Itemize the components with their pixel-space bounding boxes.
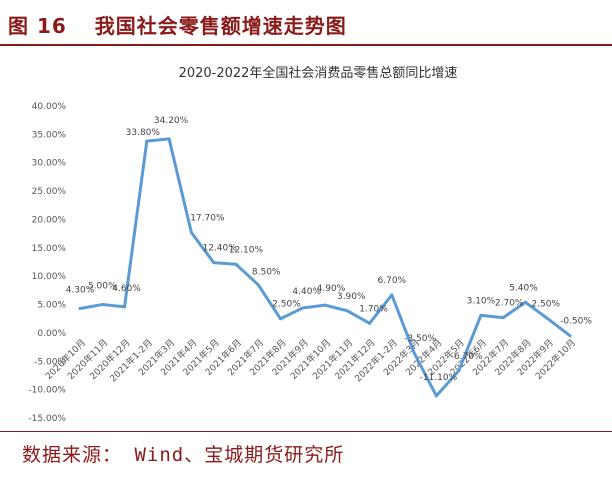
y-tick-label: 40.00% bbox=[32, 102, 67, 112]
y-axis: 40.00% 35.00% 30.00% 25.00% 20.00% 15.00% 10.0… bbox=[28, 102, 66, 424]
data-point bbox=[345, 309, 349, 313]
y-tick-label: -5.00% bbox=[34, 357, 66, 367]
data-point bbox=[256, 283, 260, 287]
chart-title: 2020-2022年全国社会消费品零售总额同比增速 bbox=[179, 65, 458, 81]
data-point bbox=[434, 394, 438, 398]
source-rule bbox=[0, 431, 612, 432]
data-point bbox=[323, 303, 327, 307]
data-label: 12.10% bbox=[229, 245, 264, 255]
data-point bbox=[212, 261, 216, 265]
data-label: -3.50% bbox=[404, 334, 436, 344]
data-label: 2.70% bbox=[495, 299, 524, 309]
data-point bbox=[145, 139, 149, 143]
data-point bbox=[457, 369, 461, 373]
data-point bbox=[78, 307, 82, 311]
source-note: 数据来源： Wind、宝城期货研究所 bbox=[22, 444, 345, 466]
y-tick-label: 15.00% bbox=[32, 244, 67, 254]
data-label: 17.70% bbox=[190, 214, 225, 224]
data-labels: 4.30%5.00%4.60%33.80%34.20%17.70%12.40%1… bbox=[66, 116, 593, 383]
line-chart: 2020-2022年全国社会消费品零售总额同比增速 40.00% 35.00% 30… bbox=[28, 65, 593, 424]
y-tick-label: -15.00% bbox=[28, 414, 66, 424]
data-point bbox=[390, 293, 394, 297]
data-point bbox=[501, 316, 505, 320]
y-tick-label: 30.00% bbox=[32, 159, 67, 169]
y-tick-label: 5.00% bbox=[37, 301, 66, 311]
data-point bbox=[523, 300, 527, 304]
figure-number: 图 16 bbox=[8, 14, 67, 38]
data-label: 4.60% bbox=[112, 284, 141, 294]
data-point bbox=[301, 306, 305, 310]
y-tick-label: 20.00% bbox=[32, 215, 67, 225]
y-tick-label: 25.00% bbox=[32, 187, 67, 197]
data-label: 1.70% bbox=[359, 304, 388, 314]
y-tick-label: -10.00% bbox=[28, 386, 66, 396]
data-label: 12.40% bbox=[202, 244, 237, 254]
data-label: 2.50% bbox=[272, 300, 301, 310]
data-point bbox=[368, 321, 372, 325]
data-point bbox=[189, 231, 193, 235]
figure-title-text: 我国社会零售额增速走势图 bbox=[94, 14, 347, 38]
data-label: 34.20% bbox=[154, 116, 189, 126]
data-label: -0.50% bbox=[560, 317, 592, 327]
data-point bbox=[278, 317, 282, 321]
data-point bbox=[412, 351, 416, 355]
data-label: 6.70% bbox=[378, 276, 407, 286]
y-tick-label: 35.00% bbox=[32, 130, 67, 140]
data-label: -11.10% bbox=[420, 373, 458, 383]
series-line-group bbox=[78, 137, 572, 398]
data-label: 3.90% bbox=[337, 292, 366, 302]
title-rule bbox=[0, 44, 612, 46]
data-label: 4.90% bbox=[317, 284, 346, 294]
data-label: 8.50% bbox=[252, 268, 281, 278]
data-label: 4.40% bbox=[292, 287, 321, 297]
y-tick-label: 10.00% bbox=[32, 272, 67, 282]
data-label: 5.40% bbox=[509, 283, 538, 293]
data-point bbox=[100, 303, 104, 307]
figure-title: 图 16 我国社会零售额增速走势图 bbox=[8, 10, 347, 39]
y-tick-label: 0.00% bbox=[37, 329, 66, 339]
data-point bbox=[123, 305, 127, 309]
data-label: 2.50% bbox=[531, 300, 560, 310]
data-point bbox=[167, 137, 171, 141]
data-point bbox=[546, 317, 550, 321]
x-axis: 2020年10月2020年11月2020年12月2021年1-2月2021年3月… bbox=[43, 337, 579, 385]
data-point bbox=[234, 262, 238, 266]
data-label: -6.70% bbox=[451, 352, 483, 362]
data-label: 4.30% bbox=[66, 286, 95, 296]
data-label: 33.80% bbox=[126, 128, 161, 138]
data-point bbox=[568, 334, 572, 338]
data-label: 5.00% bbox=[88, 282, 117, 292]
data-label: 3.10% bbox=[467, 296, 496, 306]
data-point bbox=[479, 313, 483, 317]
